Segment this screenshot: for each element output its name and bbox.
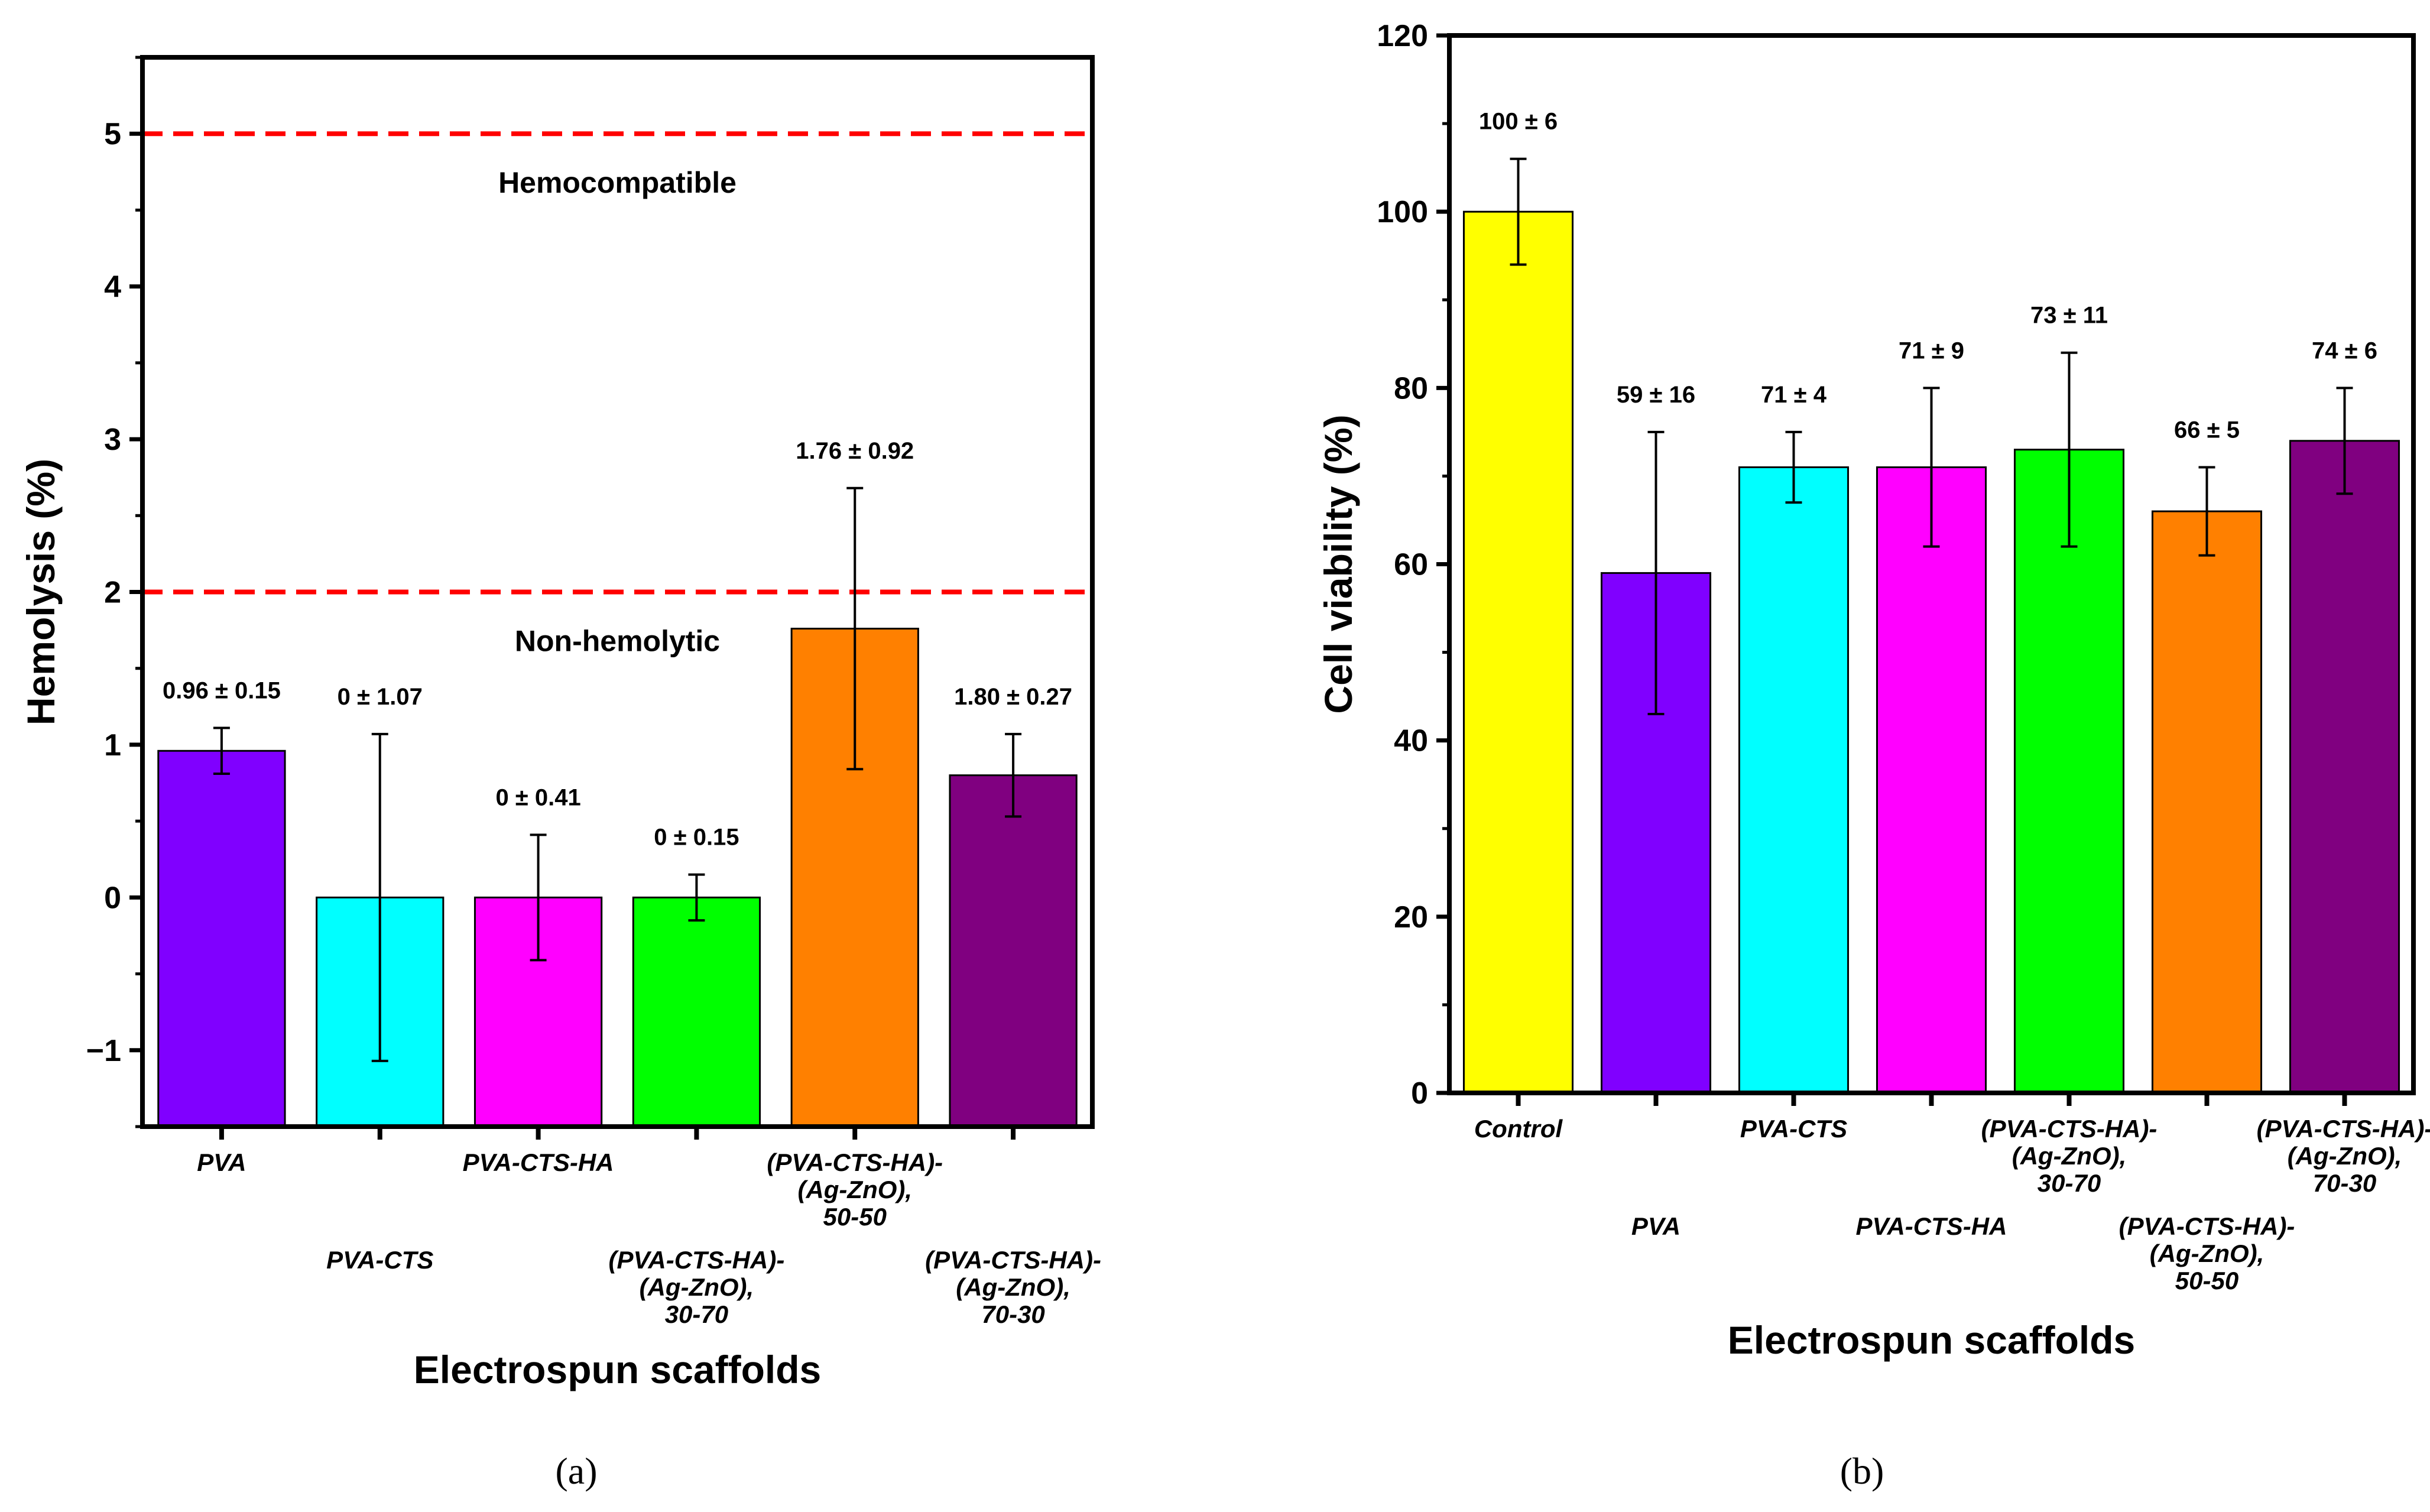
x-tick-label: (PVA-CTS-HA)-(Ag-ZnO), 30-70	[1981, 1115, 2158, 1197]
x-axis-title: Electrospun scaffolds	[414, 1348, 822, 1391]
x-tick-label: PVA-CTS	[326, 1246, 433, 1274]
data-label: 71 ± 9	[1899, 338, 1964, 364]
data-label: 59 ± 16	[1617, 382, 1695, 408]
bar	[2013, 449, 2125, 1094]
x-axis-title: Electrospun scaffolds	[1728, 1318, 2136, 1362]
data-label: 73 ± 11	[2030, 303, 2108, 329]
x-tick-label-line: (Ag-ZnO),	[2012, 1142, 2127, 1170]
data-label: 71 ± 4	[1761, 382, 1827, 408]
x-tick-label-line: 30-70	[665, 1300, 728, 1328]
data-label: 74 ± 6	[2312, 338, 2377, 364]
x-tick-label: PVA-CTS-HA	[1856, 1212, 2007, 1240]
data-label: 0 ± 0.15	[654, 825, 739, 851]
data-label: 1.80 ± 0.27	[954, 684, 1072, 710]
y-tick-label: −1	[86, 1034, 121, 1068]
x-tick-label-line: (PVA-CTS-HA)-	[608, 1246, 784, 1274]
x-tick-label: (PVA-CTS-HA)-(Ag-ZnO), 50-50	[767, 1148, 943, 1231]
cell-viability-chart: 100 ± 6 Control 59 ± 16 PVA 71 ± 4 PVA-CTS 71 …	[1316, 19, 2430, 1492]
x-tick-label: (PVA-CTS-HA)-(Ag-ZnO), 70-30	[2257, 1115, 2430, 1197]
x-tick-label: (PVA-CTS-HA)-(Ag-ZnO), 30-70	[608, 1246, 784, 1328]
x-tick-label-line: Control	[1474, 1115, 1563, 1143]
x-tick-label: PVA-CTS	[1740, 1115, 1847, 1143]
x-tick-label-line: PVA-CTS	[326, 1246, 433, 1274]
y-axis-title: Cell viability (%)	[1316, 414, 1360, 713]
x-tick-label: Control	[1474, 1115, 1563, 1143]
x-tick-label-line: (PVA-CTS-HA)-	[2119, 1212, 2295, 1240]
x-tick-label-line: 50-50	[2175, 1267, 2238, 1294]
y-tick-label: 5	[104, 117, 121, 151]
y-tick-label: 40	[1394, 724, 1428, 758]
bar	[2289, 440, 2400, 1094]
data-label: 0.96 ± 0.15	[163, 678, 281, 704]
x-tick-label-line: (PVA-CTS-HA)-	[1981, 1115, 2158, 1143]
x-tick-label-line: 30-70	[2038, 1169, 2101, 1197]
y-axis-title: Hemolysis (%)	[19, 459, 63, 725]
hemolysis-chart: Hemocompatible Non-hemolytic 0.96 ± 0.15 PV…	[19, 55, 1101, 1492]
reference-line-label: Non-hemolytic	[515, 625, 720, 658]
y-tick-label: 1	[104, 728, 121, 763]
bar	[632, 896, 761, 1128]
x-tick-label-line: PVA	[1631, 1212, 1680, 1240]
x-tick-label-line: 70-30	[2313, 1169, 2376, 1197]
x-tick-label: (PVA-CTS-HA)-(Ag-ZnO), 50-50	[2119, 1212, 2295, 1294]
y-tick-label: 100	[1377, 195, 1428, 229]
y-tick-label: 4	[104, 270, 121, 304]
panel-caption: (b)	[1840, 1450, 1884, 1492]
bar	[949, 774, 1078, 1128]
x-tick-label-line: (Ag-ZnO),	[640, 1273, 754, 1301]
x-tick-label-line: 70-30	[981, 1300, 1044, 1328]
y-tick-label: 0	[1411, 1076, 1428, 1111]
bar	[157, 749, 286, 1128]
x-tick-label-line: PVA-CTS	[1740, 1115, 1847, 1143]
y-tick-label: 3	[104, 423, 121, 457]
x-tick-label-line: PVA-CTS-HA	[1856, 1212, 2007, 1240]
data-label: 1.76 ± 0.92	[796, 438, 914, 464]
x-tick-label-line: 50-50	[823, 1203, 887, 1231]
x-tick-label-line: (Ag-ZnO),	[956, 1273, 1070, 1301]
y-tick-label: 20	[1394, 900, 1428, 935]
x-tick-label: PVA	[197, 1148, 246, 1176]
data-label: 100 ± 6	[1479, 109, 1558, 135]
y-tick-label: 0	[104, 881, 121, 915]
data-label: 66 ± 5	[2174, 417, 2240, 443]
x-tick-label-line: (Ag-ZnO),	[797, 1176, 912, 1203]
x-tick-label-line: (PVA-CTS-HA)-	[2257, 1115, 2430, 1143]
x-tick-label-line: (Ag-ZnO),	[2150, 1240, 2264, 1267]
y-tick-label: 60	[1394, 548, 1428, 582]
bar	[1462, 210, 1574, 1094]
y-tick-label: 80	[1394, 371, 1428, 405]
bar	[1876, 466, 1987, 1094]
data-label: 0 ± 1.07	[338, 684, 423, 710]
x-tick-label: PVA-CTS-HA	[463, 1148, 614, 1176]
reference-line-label: Hemocompatible	[498, 166, 737, 199]
x-tick-label-line: PVA	[197, 1148, 246, 1176]
x-tick-label-line: (Ag-ZnO),	[2288, 1142, 2402, 1170]
y-tick-label: 120	[1377, 19, 1428, 53]
bar	[2151, 510, 2263, 1094]
bar	[1738, 466, 1850, 1094]
data-label: 0 ± 0.41	[495, 784, 580, 810]
x-tick-label-line: (PVA-CTS-HA)-	[925, 1246, 1101, 1274]
panel-caption: (a)	[555, 1450, 597, 1492]
y-tick-label: 2	[104, 576, 121, 610]
x-tick-label-line: (PVA-CTS-HA)-	[767, 1148, 943, 1176]
x-tick-label: (PVA-CTS-HA)-(Ag-ZnO), 70-30	[925, 1246, 1101, 1328]
x-tick-label-line: PVA-CTS-HA	[463, 1148, 614, 1176]
x-tick-label: PVA	[1631, 1212, 1680, 1240]
